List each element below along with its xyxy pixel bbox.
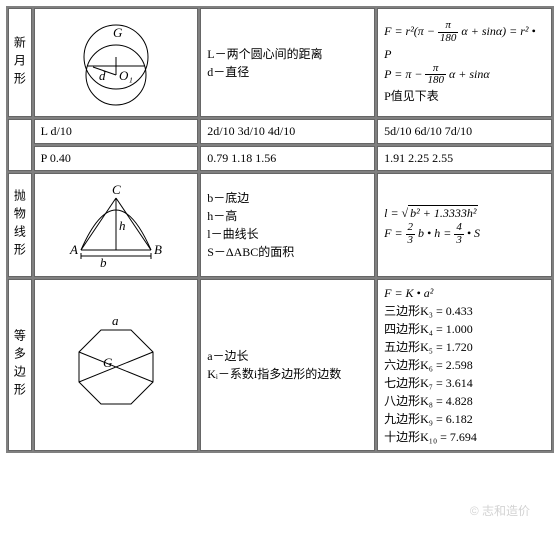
- svg-text:O₁: O₁: [119, 68, 133, 83]
- cell: 0.79 1.18 1.56: [200, 146, 375, 171]
- formula-line: F = 2 3 b • h = 4 3 • S: [384, 222, 545, 246]
- formula-head: F = K • a²: [384, 284, 545, 302]
- svg-text:a: a: [112, 313, 119, 328]
- defs-parabola: b－底边 h－高 l－曲线长 S－ΔABC的面积: [200, 173, 375, 277]
- formulas-polygon: F = K • a² 三边形K₃ = 0.433 四边形K₄ = 1.000 五…: [377, 279, 552, 451]
- k-item: 四边形K₄ = 1.000: [384, 320, 545, 338]
- formulas-crescent: F = r²(π − π 180 α + sinα) = r² • P P = …: [377, 8, 552, 117]
- k-item: 六边形K₆ = 2.598: [384, 356, 545, 374]
- formula-line: P值见下表: [384, 87, 545, 105]
- parabola-svg: C A B h b: [56, 180, 176, 270]
- formula-line: P = π − π 180 α + sinα: [384, 63, 545, 87]
- cell: L d/10: [34, 119, 199, 144]
- svg-text:B: B: [154, 242, 162, 257]
- fraction: π 180: [438, 20, 459, 44]
- diagram-crescent: G d O₁: [34, 8, 199, 117]
- k-item: 五边形K₅ = 1.720: [384, 338, 545, 356]
- def-line: S－ΔABC的面积: [207, 243, 368, 261]
- diagram-polygon: a G: [34, 279, 199, 451]
- k-item: 三边形K₃ = 0.433: [384, 302, 545, 320]
- svg-text:G: G: [113, 25, 123, 40]
- k-item: 八边形K₈ = 4.828: [384, 392, 545, 410]
- row-label-polygon: 等多边形: [8, 279, 32, 451]
- def-line: l－曲线长: [207, 225, 368, 243]
- row-crescent: 新月形 G d O₁ L－两个圆心间的距离 d－直径 F = r²(π: [8, 8, 552, 117]
- svg-text:A: A: [69, 242, 78, 257]
- fraction: 2 3: [406, 222, 416, 246]
- fraction: 4 3: [454, 222, 464, 246]
- k-item: 七边形K₇ = 3.614: [384, 374, 545, 392]
- svg-text:C: C: [112, 182, 121, 197]
- formula-line: l = √b² + 1.3333h²: [384, 204, 545, 222]
- crescent-svg: G d O₁: [61, 15, 171, 110]
- row-polygon: 等多边形 a G a－边长 Kᵢ－系数i指多边形的边数 F = K • a² 三…: [8, 279, 552, 451]
- svg-text:G: G: [103, 355, 113, 370]
- fraction: π 180: [425, 63, 446, 87]
- svg-text:b: b: [100, 255, 107, 270]
- def-line: L－两个圆心间的距离: [207, 45, 368, 63]
- geometry-formula-table: 新月形 G d O₁ L－两个圆心间的距离 d－直径 F = r²(π: [6, 6, 554, 453]
- row-p-table-P: P 0.40 0.79 1.18 1.56 1.91 2.25 2.55: [8, 146, 552, 171]
- row-parabola: 抛物线形 C A B h b b－底边 h－高 l－曲线: [8, 173, 552, 277]
- cell: 5d/10 6d/10 7d/10: [377, 119, 552, 144]
- defs-polygon: a－边长 Kᵢ－系数i指多边形的边数: [200, 279, 375, 451]
- def-line: h－高: [207, 207, 368, 225]
- watermark-text: © 志和造价: [470, 502, 530, 519]
- formulas-parabola: l = √b² + 1.3333h² F = 2 3 b • h = 4 3 •…: [377, 173, 552, 277]
- cell: 2d/10 3d/10 4d/10: [200, 119, 375, 144]
- diagram-parabola: C A B h b: [34, 173, 199, 277]
- formula-line: F = r²(π − π 180 α + sinα) = r² • P: [384, 20, 545, 62]
- k-item: 十边形K₁₀ = 7.694: [384, 428, 545, 446]
- row-label-blank: [8, 119, 32, 171]
- row-label-parabola: 抛物线形: [8, 173, 32, 277]
- octagon-svg: a G: [56, 305, 176, 425]
- svg-text:h: h: [119, 218, 126, 233]
- k-item: 九边形K₉ = 6.182: [384, 410, 545, 428]
- row-label-crescent: 新月形: [8, 8, 32, 117]
- cell: 1.91 2.25 2.55: [377, 146, 552, 171]
- def-line: a－边长: [207, 347, 368, 365]
- def-line: d－直径: [207, 63, 368, 81]
- defs-crescent: L－两个圆心间的距离 d－直径: [200, 8, 375, 117]
- cell: P 0.40: [34, 146, 199, 171]
- row-p-table-L: L d/10 2d/10 3d/10 4d/10 5d/10 6d/10 7d/…: [8, 119, 552, 144]
- def-line: b－底边: [207, 189, 368, 207]
- def-line: Kᵢ－系数i指多边形的边数: [207, 365, 368, 383]
